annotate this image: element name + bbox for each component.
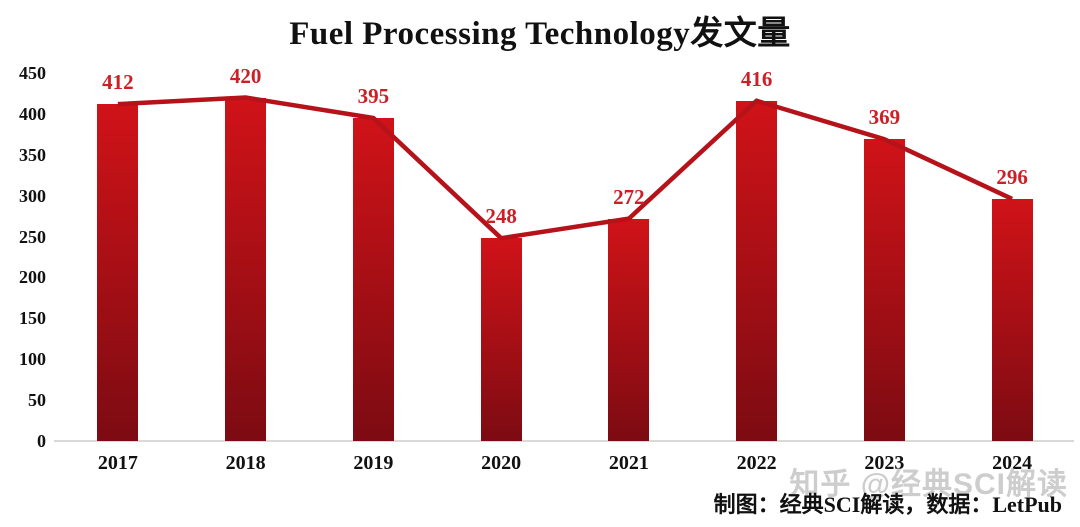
bar-value-label: 416: [740, 66, 773, 91]
bar-2023: [863, 139, 905, 441]
bar-value-label: 412: [102, 70, 134, 95]
bar-value-label: 395: [357, 83, 390, 108]
x-tick-label: 2020: [481, 452, 522, 474]
y-tick-label: 0: [37, 431, 46, 451]
bar-2020: [480, 238, 522, 441]
watermark: 知乎 @经典SCI解读: [789, 468, 1068, 501]
x-tick-label: 2018: [225, 452, 266, 474]
bar-2017: [97, 104, 139, 441]
bar-2019: [352, 117, 394, 441]
bar-2021: [608, 218, 650, 441]
y-tick-label: 450: [19, 63, 46, 83]
x-tick-label: 2022: [736, 452, 777, 474]
y-tick-label: 250: [19, 226, 46, 247]
y-tick-label: 400: [19, 103, 46, 124]
bar-2024: [991, 198, 1033, 441]
y-tick-label: 350: [19, 144, 46, 165]
y-tick-label: 100: [19, 349, 46, 370]
x-tick-label: 2023: [864, 452, 905, 474]
bar-value-label: 248: [485, 204, 517, 229]
chart-title: Fuel Processing Technology发文量: [289, 16, 791, 52]
x-axis-line: [54, 440, 1074, 442]
x-tick-label: 2021: [608, 452, 649, 474]
bar-value-label: 369: [868, 105, 901, 130]
x-tick-label: 2024: [992, 452, 1033, 474]
bar-value-label: 420: [229, 63, 262, 88]
y-tick-label: 300: [19, 185, 46, 206]
y-tick-label: 200: [19, 267, 46, 288]
y-tick-label: 150: [19, 308, 46, 329]
x-tick-label: 2019: [353, 452, 394, 474]
x-tick-label: 2017: [97, 452, 138, 474]
bar-value-label: 272: [613, 184, 645, 209]
bar-value-label: 296: [996, 164, 1028, 189]
bar-2022: [736, 100, 778, 441]
bar-2018: [225, 97, 267, 441]
y-tick-label: 50: [28, 390, 46, 411]
credit-line: 制图：经典SCI解读，数据：LetPub: [713, 492, 1062, 517]
